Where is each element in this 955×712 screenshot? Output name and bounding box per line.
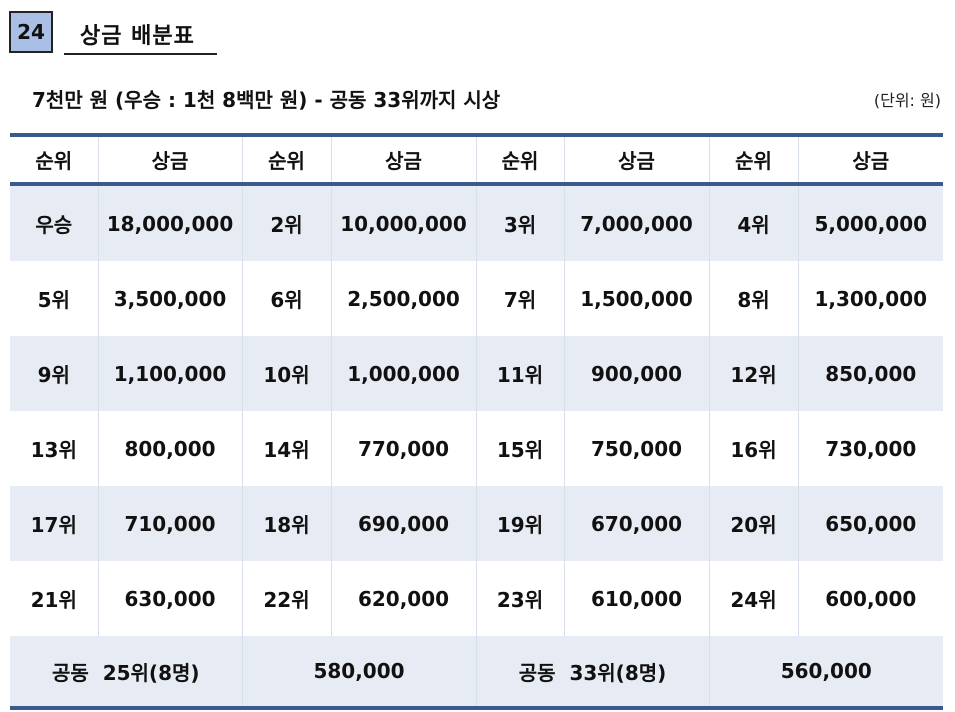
table-header-row: 순위 상금 순위 상금 순위 상금 순위 상금 bbox=[10, 135, 943, 186]
table-row: 5위 3,500,000 6위 2,500,000 7위 1,500,000 8… bbox=[10, 261, 943, 336]
prize-cell: 2,500,000 bbox=[330, 261, 476, 336]
prize-cell: 650,000 bbox=[797, 486, 943, 561]
prize-cell: 770,000 bbox=[330, 411, 476, 486]
header-prize: 상금 bbox=[797, 135, 943, 186]
table-row: 우승 18,000,000 2위 10,000,000 3위 7,000,000… bbox=[10, 184, 943, 261]
prize-cell: 620,000 bbox=[330, 561, 476, 636]
rank-cell: 9위 bbox=[10, 336, 98, 411]
rank-cell: 4위 bbox=[708, 184, 798, 261]
prize-cell: 850,000 bbox=[797, 336, 943, 411]
prize-cell: 610,000 bbox=[563, 561, 709, 636]
tied-rank-cell: 공동 33위(8명) bbox=[475, 636, 709, 708]
header-prize: 상금 bbox=[563, 135, 709, 186]
rank-cell: 3위 bbox=[475, 184, 564, 261]
prize-cell: 18,000,000 bbox=[97, 184, 242, 261]
prize-cell: 710,000 bbox=[97, 486, 242, 561]
rank-cell: 14위 bbox=[241, 411, 331, 486]
title-underline bbox=[64, 53, 217, 55]
header-prize: 상금 bbox=[330, 135, 476, 186]
prize-cell: 900,000 bbox=[563, 336, 709, 411]
tied-rank-cell: 공동 25위(8명) bbox=[10, 636, 242, 708]
table-row: 21위 630,000 22위 620,000 23위 610,000 24위 … bbox=[10, 561, 943, 636]
rank-cell: 18위 bbox=[241, 486, 331, 561]
prize-summary: 7천만 원 (우승 : 1천 8백만 원) - 공동 33위까지 시상 bbox=[32, 88, 501, 112]
rank-cell: 19위 bbox=[475, 486, 564, 561]
unit-note: (단위: 원) bbox=[873, 91, 941, 110]
rank-cell: 15위 bbox=[475, 411, 564, 486]
rank-cell: 7위 bbox=[475, 261, 564, 336]
prize-cell: 3,500,000 bbox=[97, 261, 242, 336]
header-rank: 순위 bbox=[708, 135, 798, 186]
prize-cell: 600,000 bbox=[797, 561, 943, 636]
prize-cell: 800,000 bbox=[97, 411, 242, 486]
prize-cell: 7,000,000 bbox=[563, 184, 709, 261]
rank-cell: 10위 bbox=[241, 336, 331, 411]
table-row: 13위 800,000 14위 770,000 15위 750,000 16위 … bbox=[10, 411, 943, 486]
rank-cell: 우승 bbox=[10, 184, 98, 261]
rank-cell: 6위 bbox=[241, 261, 331, 336]
tied-prize-cell: 560,000 bbox=[708, 636, 943, 708]
rank-cell: 21위 bbox=[30, 588, 77, 612]
page-number: 24 bbox=[17, 20, 45, 44]
header-rank: 순위 bbox=[10, 135, 98, 186]
prize-cell: 630,000 bbox=[97, 561, 242, 636]
rank-cell: 17위 bbox=[10, 486, 98, 561]
prize-distribution-table: 순위 상금 순위 상금 순위 상금 순위 상금 우승 18,000,000 2위… bbox=[10, 133, 943, 710]
rank-cell: 12위 bbox=[708, 336, 798, 411]
prize-cell: 1,300,000 bbox=[797, 261, 943, 336]
header-rank: 순위 bbox=[475, 135, 564, 186]
rank-cell: 11위 bbox=[475, 336, 564, 411]
prize-cell: 750,000 bbox=[563, 411, 709, 486]
header-rank: 순위 bbox=[241, 135, 331, 186]
prize-cell: 10,000,000 bbox=[330, 184, 476, 261]
prize-cell: 690,000 bbox=[330, 486, 476, 561]
rank-cell: 8위 bbox=[708, 261, 798, 336]
rank-cell: 16위 bbox=[708, 411, 798, 486]
rank-cell: 20위 bbox=[708, 486, 798, 561]
prize-cell: 1,500,000 bbox=[563, 261, 709, 336]
tied-prize-cell: 580,000 bbox=[241, 636, 476, 708]
table-row: 9위 1,100,000 10위 1,000,000 11위 900,000 1… bbox=[10, 336, 943, 411]
table-row-tied: 공동 25위(8명) 580,000 공동 33위(8명) 560,000 bbox=[10, 636, 943, 708]
header-prize: 상금 bbox=[97, 135, 242, 186]
rank-cell: 22위 bbox=[241, 561, 331, 636]
prize-cell: 5,000,000 bbox=[797, 184, 943, 261]
page-title: 상금 배분표 bbox=[80, 24, 195, 49]
prize-cell: 670,000 bbox=[563, 486, 709, 561]
prize-cell: 730,000 bbox=[797, 411, 943, 486]
rank-cell: 13위 bbox=[30, 438, 77, 462]
rank-cell: 2위 bbox=[241, 184, 331, 261]
page-number-badge: 24 bbox=[9, 11, 53, 53]
prize-cell: 1,100,000 bbox=[97, 336, 242, 411]
prize-cell: 1,000,000 bbox=[330, 336, 476, 411]
rank-cell: 5위 bbox=[37, 288, 70, 312]
rank-cell: 24위 bbox=[708, 561, 798, 636]
table-row: 17위 710,000 18위 690,000 19위 670,000 20위 … bbox=[10, 486, 943, 561]
rank-cell: 23위 bbox=[475, 561, 564, 636]
